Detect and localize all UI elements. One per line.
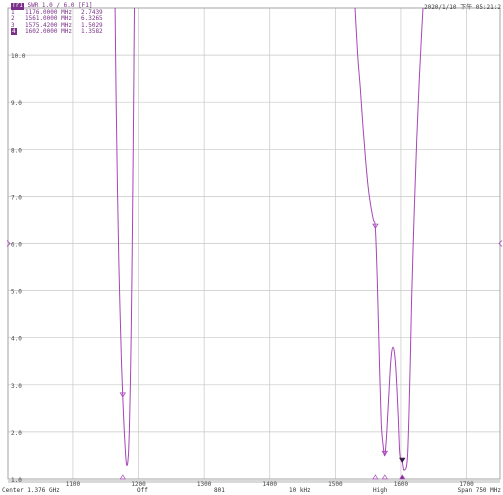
datetime-readout: 2020/1/10 下午 05:21:2 — [423, 4, 501, 11]
marker-row: 1 1176.0000 MHz 2.7439 — [11, 8, 111, 17]
marker-id: 3 — [11, 21, 15, 29]
marker-bottom-indicator — [399, 474, 406, 480]
marker-bottom-indicator — [372, 474, 379, 480]
y-tick-label: 2.0 — [11, 430, 22, 437]
trace-badge[interactable]: Tr1 — [11, 2, 24, 10]
x-tick-label: 1400 — [263, 481, 278, 488]
marker-value: 1.3582 — [81, 28, 103, 36]
marker-frequency: 1561.0000 MHz — [25, 15, 72, 23]
swr-trace-line — [114, 8, 135, 466]
marker-bottom-indicator — [119, 474, 126, 480]
marker-readout-table: Tr1 SWR 1.0 / 6.0 [F1] 1 1176.0000 MHz 2… — [11, 2, 111, 36]
status-center: Center 1.376 GHz — [2, 487, 60, 494]
marker-value: 2.7439 — [81, 8, 103, 16]
marker-value: 1.5029 — [81, 21, 103, 29]
status-averaging: Off — [137, 487, 148, 494]
x-tick-label: 1500 — [328, 481, 343, 488]
status-power: High — [373, 487, 388, 494]
marker-id[interactable]: 4 — [11, 28, 17, 36]
y-tick-label: 1.0 — [11, 477, 22, 484]
y-tick-label: 6.0 — [11, 242, 22, 249]
marker-row: 2 1561.0000 MHz 6.3265 — [11, 16, 111, 23]
marker-row: 3 1575.4200 MHz 1.5029 — [11, 21, 111, 30]
y-tick-label: 8.0 — [11, 147, 22, 154]
marker-triangle — [399, 457, 406, 463]
x-tick-label: 1700 — [459, 481, 474, 488]
swr-trace-line — [354, 8, 424, 471]
x-tick-label: 1300 — [197, 481, 212, 488]
bottom-bar — [8, 480, 500, 483]
reference-arrow-right — [498, 240, 503, 247]
trace-header: Tr1 SWR 1.0 / 6.0 [F1] — [11, 2, 111, 10]
marker-triangle — [372, 223, 379, 229]
marker-bottom-indicator — [381, 474, 388, 480]
marker-id: 1 — [11, 8, 15, 16]
y-tick-label: 9.0 — [11, 100, 22, 107]
status-span: Span 750 MHz — [457, 487, 501, 494]
trace-info: SWR 1.0 / 6.0 — [27, 2, 75, 9]
y-tick-label: 10.0 — [11, 53, 26, 60]
marker-id: 2 — [11, 15, 15, 23]
y-tick-label: 3.0 — [11, 383, 22, 390]
status-ifbw: 10 kHz — [289, 487, 311, 494]
x-tick-label: 1200 — [131, 481, 146, 488]
marker-frequency: 1176.0000 MHz — [25, 8, 72, 16]
plot-frame — [7, 7, 501, 480]
x-tick-label: 1600 — [394, 481, 409, 488]
x-tick-label: 1100 — [66, 481, 81, 488]
y-tick-label: 5.0 — [11, 289, 22, 296]
marker-row-active: 4 1602.0000 MHz 1.3582 — [11, 28, 111, 36]
marker-triangle — [119, 392, 127, 398]
marker-triangle — [381, 450, 389, 457]
marker-frequency: 1575.4200 MHz — [25, 21, 72, 29]
reference-arrow-left — [6, 240, 11, 247]
marker-frequency: 1602.0000 MHz — [25, 28, 72, 36]
status-points: 801 — [214, 487, 225, 494]
y-tick-label: 4.0 — [11, 336, 22, 343]
trace-tag: [F1] — [78, 2, 93, 9]
marker-value: 6.3265 — [81, 15, 103, 23]
y-tick-label: 7.0 — [11, 194, 22, 201]
